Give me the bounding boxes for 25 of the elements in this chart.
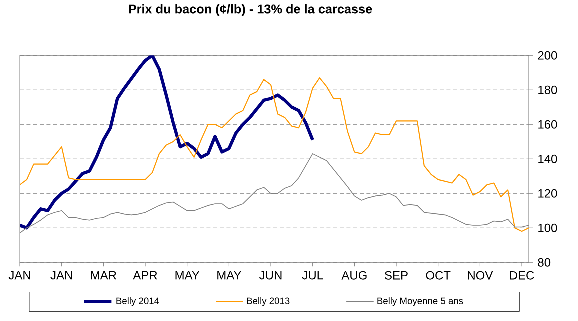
x-tick-label: DEC [510,272,534,280]
legend-label: Belly 2013 [247,298,290,306]
y-tick-label: 200 [538,52,558,60]
x-tick-label: JUN [260,272,282,280]
y-tick-label: 80 [538,258,551,268]
legend-label: Belly Moyenne 5 ans [378,298,464,306]
x-tick-label: JAN [50,272,72,280]
y-tick-label: 180 [538,86,558,95]
y-tick-label: 140 [538,155,558,164]
x-tick-label: JAN [8,272,30,280]
chart-title: Prix du bacon (¢/lb) - 13% de la carcasse [129,4,372,16]
y-tick-label: 120 [538,190,558,198]
x-tick-label: APR [133,272,158,280]
x-tick-label: MAY [218,272,242,280]
x-tick-label: MAY [176,272,200,280]
x-tick-label: NOV [468,272,494,280]
x-tick-label: JUL [302,272,324,280]
legend-label: Belly 2014 [116,298,160,306]
x-tick-label: OCT [426,272,451,280]
y-tick-label: 100 [538,224,558,233]
x-tick-label: MAR [91,272,116,280]
y-tick-label: 160 [538,120,558,130]
line-series [20,56,314,230]
x-tick-label: AUG [342,272,367,280]
x-tick-label: SEP [385,272,408,280]
